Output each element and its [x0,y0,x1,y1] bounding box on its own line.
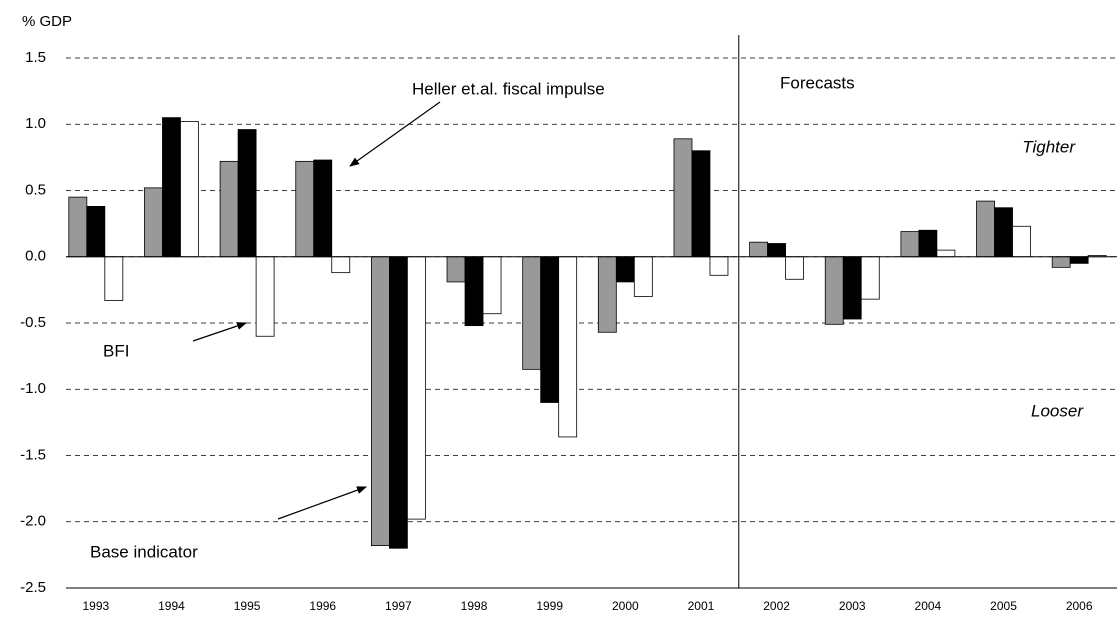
x-tick-label: 1995 [234,599,261,613]
x-tick-label: 2001 [688,599,715,613]
bar [1051,256,1071,268]
x-tick-label: 1993 [82,599,109,613]
arrow [277,486,367,520]
bar [162,117,181,258]
x-tick-label: 1998 [461,599,488,613]
x-tick-label: 2003 [839,599,866,613]
bar [558,256,578,438]
x-tick-label: 2002 [763,599,790,613]
arrow [349,101,441,167]
series-annotation: BFI [103,341,129,360]
annotation: Forecasts [780,73,855,92]
bar [918,229,938,258]
y-tick-label: 0.5 [25,181,46,198]
x-tick-label: 1994 [158,599,185,613]
bar [388,256,408,549]
annotation: Tighter [1022,137,1076,156]
bar [406,256,426,520]
y-tick-label: 0.0 [25,248,46,265]
y-tick-label: -2.0 [20,513,46,530]
bar [691,150,711,258]
x-tick-label: 1999 [536,599,563,613]
bar [785,256,805,280]
bar [104,256,124,301]
bar [936,249,956,258]
bar [219,160,239,258]
bar [180,121,199,258]
bar [824,256,844,325]
bar [1012,225,1031,258]
bar [464,256,484,327]
bar [482,256,502,315]
series-annotation: Base indicator [90,542,198,561]
x-tick-label: 2005 [990,599,1017,613]
y-tick-label: -1.5 [20,446,46,463]
bar [295,160,315,258]
y-tick-label: 1.0 [25,115,46,132]
bar [331,256,351,274]
bar [842,256,862,320]
y-tick-label: -0.5 [20,314,46,331]
y-tick-label: 1.5 [25,49,46,66]
x-tick-label: 2004 [915,599,942,613]
bar [86,205,106,258]
bar [1069,256,1089,264]
arrow [192,322,247,342]
bar [597,256,617,333]
bar [673,138,693,258]
bar [446,256,466,283]
x-tick-label: 1997 [385,599,412,613]
x-tick-label: 2006 [1066,599,1093,613]
y-axis-label: % GDP [22,13,72,30]
bar [767,243,787,258]
bar [255,256,275,337]
bar [900,231,920,258]
bar [522,256,542,370]
bar [709,256,729,276]
bar [976,200,995,258]
x-tick-label: 2000 [612,599,639,613]
bar [860,256,880,300]
bar [313,159,333,258]
bar [615,256,635,283]
annotation: Looser [1031,401,1084,420]
bar [144,187,163,258]
bar [237,129,257,258]
bar [994,207,1013,258]
bar [540,256,560,403]
y-tick-label: -2.5 [20,579,46,596]
x-tick-label: 1996 [309,599,336,613]
bar [633,256,653,297]
series-annotation: Heller et.al. fiscal impulse [412,79,605,98]
bar [68,196,88,258]
bar [370,256,390,547]
y-tick-label: -1.0 [20,380,46,397]
bar [749,241,769,258]
